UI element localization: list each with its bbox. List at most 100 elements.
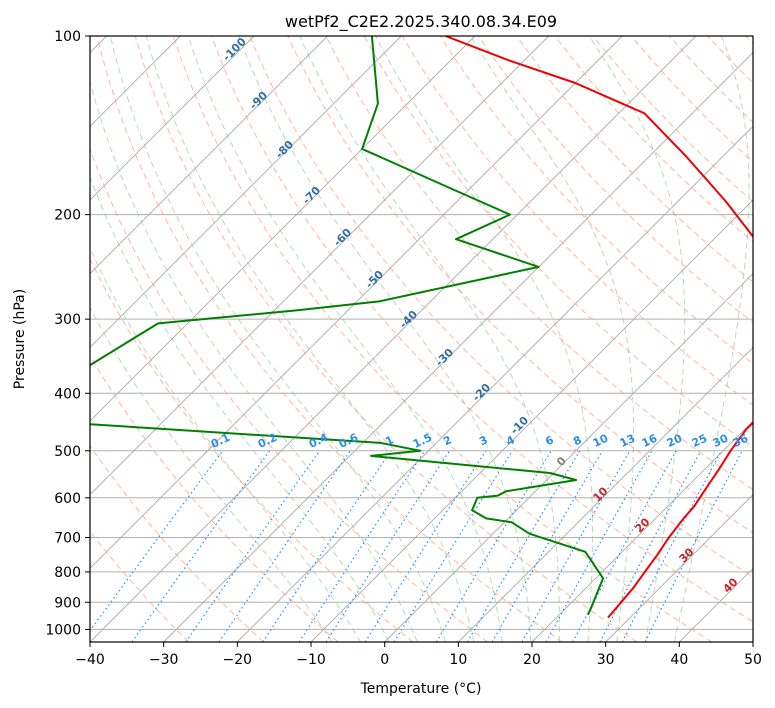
mixing-ratio-label: 25	[690, 432, 709, 450]
isotherm-line	[605, 494, 753, 642]
mixing-ratio-line	[466, 450, 581, 642]
moist-adiabat-line	[375, 36, 593, 642]
dewpoint-profile-line	[90, 36, 605, 616]
dry-adiabat-label: -80	[273, 138, 296, 161]
chart-title: wetPf2_C2E2.2025.340.08.34.E09	[285, 12, 557, 32]
mixing-ratio-label: 6	[543, 433, 556, 448]
mixing-ratio-label: 36	[731, 432, 751, 450]
y-tick-label: 300	[54, 312, 81, 328]
y-tick-label: 200	[54, 208, 81, 224]
moist-adiabat-line	[299, 36, 560, 642]
background-lines	[90, 36, 753, 642]
mixing-ratio-line	[218, 450, 351, 642]
moist-adiabat-line	[470, 36, 634, 642]
mixing-ratio-line	[599, 450, 702, 642]
mixing-ratio-label: 13	[618, 432, 637, 450]
mixing-ratio-line	[90, 450, 224, 632]
mixing-ratio-line	[131, 450, 271, 642]
mixing-ratio-label: 0.2	[256, 431, 279, 451]
moist-adiabat-line	[238, 36, 532, 642]
plot-frame	[89, 35, 754, 643]
dry-adiabat-label: -20	[470, 381, 493, 404]
mixing-ratio-label: 1.5	[411, 431, 434, 451]
x-tick-label: 30	[597, 652, 615, 668]
dry-adiabat-line	[172, 36, 712, 642]
x-tick-label: 40	[670, 652, 688, 668]
isotherm-line	[458, 346, 753, 642]
moist-adiabat-line	[187, 36, 503, 642]
mixing-ratio-label: 20	[665, 432, 685, 450]
dry-adiabat-label: -90	[247, 89, 270, 112]
y-tick-label: 500	[54, 444, 81, 460]
dry-adiabat-line	[745, 36, 753, 45]
isotherm-line	[90, 36, 623, 569]
moist-adiabat-line	[90, 306, 333, 642]
y-tick-label: 400	[54, 386, 81, 402]
y-tick-label: 800	[54, 565, 81, 581]
moist-adiabat-label: 10	[591, 484, 611, 504]
x-tick-label: 20	[523, 652, 541, 668]
mixing-ratio-label: 10	[591, 432, 611, 450]
x-tick-label: 50	[744, 652, 762, 668]
line-labels: -100-90-80-70-60-50-40-30-20-100.1 0.2 0.4…	[209, 35, 751, 596]
isotherm-line	[90, 36, 549, 496]
mixing-ratio-line	[572, 450, 677, 642]
isotherm-line	[384, 273, 753, 642]
dry-adiabat-line	[90, 257, 414, 642]
dry-adiabat-line	[325, 36, 753, 491]
temperature-profile-line	[445, 36, 753, 619]
x-tick-label: −40	[75, 652, 105, 668]
mixing-ratio-label: 30	[711, 432, 731, 450]
y-tick-label: 700	[54, 531, 81, 547]
moist-adiabat-label: 40	[721, 575, 741, 595]
moist-adiabat-line	[90, 247, 362, 642]
mixing-ratio-line	[393, 450, 513, 642]
dry-adiabat-label: -10	[508, 414, 531, 437]
y-tick-label: 100	[54, 29, 81, 45]
isotherm-line	[90, 36, 255, 201]
dry-adiabat-label: -60	[331, 226, 354, 249]
dry-adiabat-line	[90, 530, 190, 642]
isotherm-line	[310, 199, 753, 642]
isotherm-line	[752, 641, 753, 642]
x-tick-label: −20	[223, 652, 253, 668]
isotherm-line	[531, 420, 753, 642]
moist-adiabat-line	[588, 36, 686, 642]
isotherm-line	[90, 36, 697, 642]
x-tick-label: −10	[296, 652, 326, 668]
mixing-ratio-label: 16	[640, 432, 660, 450]
x-tick-label: −30	[149, 652, 179, 668]
mixing-ratio-label: 8	[571, 433, 583, 448]
dry-adiabat-line	[554, 36, 753, 243]
mixing-ratio-line	[262, 450, 392, 642]
mixing-ratio-line	[185, 450, 321, 642]
mixing-ratio-line	[325, 450, 451, 642]
moist-adiabat-line	[674, 36, 750, 642]
mixing-ratio-label: 0.6	[337, 431, 360, 451]
mixing-ratio-line	[298, 450, 426, 642]
dry-adiabat-line	[90, 354, 339, 642]
moist-adiabat-line	[90, 175, 390, 642]
dry-adiabat-line	[287, 36, 753, 534]
isotherm-line	[90, 36, 476, 422]
y-axis-title: Pressure (hPa)	[12, 289, 28, 389]
x-tick-label: 10	[449, 652, 467, 668]
y-tick-label: 600	[54, 491, 81, 507]
dry-adiabat-line	[249, 36, 753, 578]
dry-adiabat-line	[96, 36, 563, 642]
dry-adiabat-line	[90, 147, 488, 642]
dry-adiabat-line	[516, 36, 753, 283]
isotherm-line	[237, 125, 753, 642]
dry-adiabat-label: -100	[220, 35, 249, 64]
moist-adiabat-label: 20	[633, 515, 653, 535]
dry-adiabat-line	[707, 36, 753, 84]
isotherm-line	[163, 52, 753, 642]
moist-adiabat-label: 0	[554, 454, 569, 469]
dry-adiabat-line	[90, 444, 264, 642]
dry-adiabat-line	[134, 36, 638, 642]
mixing-ratio-line	[364, 450, 487, 642]
dry-adiabat-line	[211, 36, 753, 623]
moist-adiabat-line	[145, 36, 475, 642]
